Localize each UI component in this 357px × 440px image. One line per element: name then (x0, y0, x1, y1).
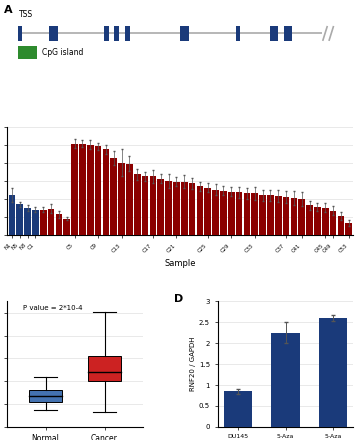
Bar (173, 182, 180, 235)
Bar (87, 145, 94, 235)
Bar (251, 194, 258, 235)
Bar (306, 205, 313, 235)
Bar (110, 158, 117, 235)
Text: D: D (174, 294, 183, 304)
Bar (157, 179, 164, 235)
Bar (56, 214, 62, 235)
Text: A: A (4, 5, 12, 15)
Bar (259, 195, 266, 235)
Bar (16, 204, 23, 235)
Bar (283, 197, 290, 235)
Bar (284, 26, 292, 41)
Bar (9, 195, 15, 235)
Bar (104, 26, 109, 41)
Bar (330, 210, 336, 235)
Bar (243, 194, 250, 235)
Bar (322, 208, 328, 235)
Bar (228, 191, 235, 235)
Bar (319, 318, 347, 427)
Bar (181, 182, 187, 235)
Text: P value = 2*10-4: P value = 2*10-4 (24, 305, 83, 311)
Bar (267, 195, 274, 235)
Bar (150, 176, 156, 235)
Bar (189, 183, 195, 235)
Bar (24, 208, 31, 235)
Bar (204, 188, 211, 235)
Bar (197, 186, 203, 235)
Bar (95, 147, 101, 235)
Bar (142, 176, 149, 235)
Bar (115, 26, 119, 41)
X-axis label: Sample: Sample (165, 259, 196, 268)
Bar (298, 199, 305, 235)
Bar (102, 149, 109, 235)
Bar (275, 196, 282, 235)
Bar (17, 46, 36, 59)
Bar (40, 209, 46, 235)
Bar (126, 164, 133, 235)
Bar (291, 198, 297, 235)
Bar (271, 333, 300, 427)
Bar (125, 26, 130, 41)
Bar (17, 26, 22, 41)
Bar (338, 216, 344, 235)
Bar (32, 209, 39, 235)
Bar (212, 190, 219, 235)
Bar (180, 26, 189, 41)
Bar (134, 174, 141, 235)
Bar (118, 163, 125, 235)
Bar (346, 223, 352, 235)
Bar (49, 26, 59, 41)
Bar (29, 390, 62, 402)
Bar (236, 26, 240, 41)
Text: CpG island: CpG island (42, 48, 83, 57)
Bar (236, 192, 242, 235)
Bar (270, 26, 278, 41)
Bar (224, 391, 252, 427)
Bar (220, 191, 227, 235)
Bar (88, 356, 121, 381)
Bar (71, 144, 78, 235)
Y-axis label: RNF20 / GAPDH: RNF20 / GAPDH (190, 337, 196, 391)
Bar (314, 207, 321, 235)
Bar (165, 181, 172, 235)
Bar (48, 209, 54, 235)
Bar (79, 144, 86, 235)
Bar (63, 219, 70, 235)
Text: TSS: TSS (19, 10, 34, 19)
